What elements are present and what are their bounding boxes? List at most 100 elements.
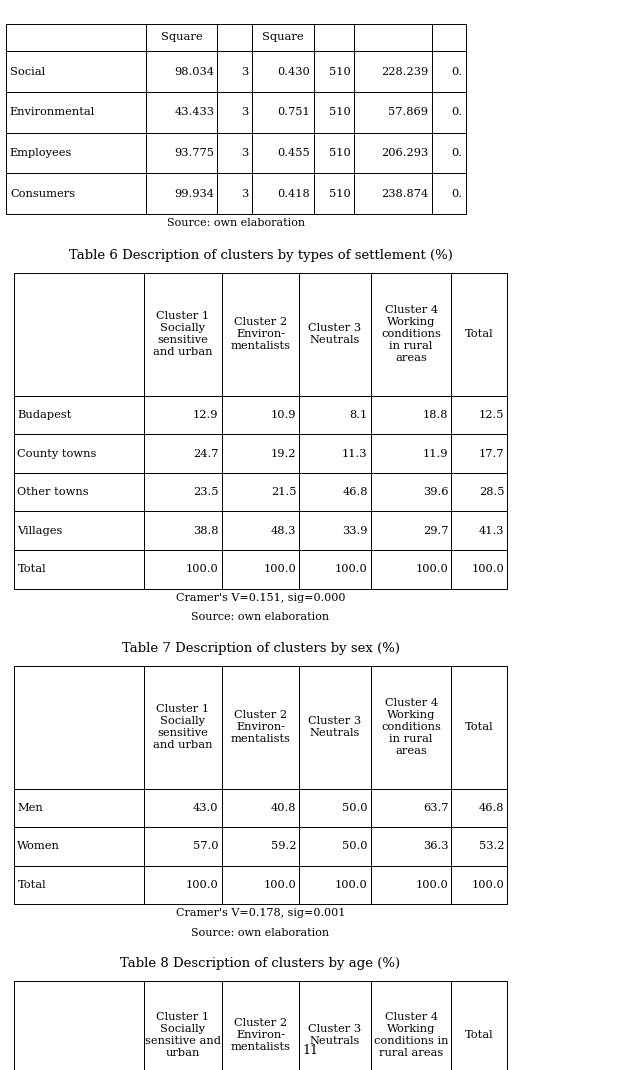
Bar xyxy=(451,666,507,789)
Bar xyxy=(451,511,507,550)
Text: Total: Total xyxy=(465,1029,494,1040)
Bar xyxy=(222,981,299,1070)
Bar xyxy=(6,92,146,133)
Text: Source: own elaboration: Source: own elaboration xyxy=(191,928,330,937)
Bar xyxy=(432,133,466,173)
Text: 46.8: 46.8 xyxy=(479,802,504,813)
Bar xyxy=(14,511,144,550)
Text: 18.8: 18.8 xyxy=(423,410,448,421)
Bar xyxy=(314,51,354,92)
Bar xyxy=(299,434,371,473)
Text: 0.430: 0.430 xyxy=(278,66,310,77)
Text: 19.2: 19.2 xyxy=(271,448,296,459)
Text: Cluster 3
Neutrals: Cluster 3 Neutrals xyxy=(309,716,361,738)
Text: Cluster 2
Environ-
mentalists: Cluster 2 Environ- mentalists xyxy=(230,318,291,351)
Bar xyxy=(314,133,354,173)
Text: Environmental: Environmental xyxy=(10,107,95,118)
Bar xyxy=(252,51,314,92)
Bar xyxy=(217,173,252,214)
Bar xyxy=(371,434,451,473)
Text: 510: 510 xyxy=(329,66,351,77)
Text: 238.874: 238.874 xyxy=(381,188,428,199)
Text: Table 7 Description of clusters by sex (%): Table 7 Description of clusters by sex (… xyxy=(122,642,399,655)
Bar xyxy=(451,396,507,434)
Text: Table 8 Description of clusters by age (%): Table 8 Description of clusters by age (… xyxy=(120,958,401,970)
Text: 63.7: 63.7 xyxy=(423,802,448,813)
Bar xyxy=(371,473,451,511)
Bar xyxy=(222,273,299,396)
Text: Cramer's V=0.151, sig=0.000: Cramer's V=0.151, sig=0.000 xyxy=(176,593,345,602)
Bar xyxy=(6,133,146,173)
Text: 50.0: 50.0 xyxy=(342,841,368,852)
Text: 50.0: 50.0 xyxy=(342,802,368,813)
Bar xyxy=(144,866,222,904)
Text: 0.: 0. xyxy=(451,66,463,77)
Bar xyxy=(371,550,451,588)
Text: 100.0: 100.0 xyxy=(471,564,504,575)
Bar xyxy=(14,550,144,588)
Text: 0.: 0. xyxy=(451,148,463,158)
Text: 12.9: 12.9 xyxy=(193,410,219,421)
Bar xyxy=(14,666,144,789)
Bar xyxy=(354,173,432,214)
Bar xyxy=(252,173,314,214)
Bar xyxy=(299,666,371,789)
Text: 100.0: 100.0 xyxy=(415,564,448,575)
Bar xyxy=(451,273,507,396)
Text: Cluster 4
Working
conditions
in rural
areas: Cluster 4 Working conditions in rural ar… xyxy=(381,698,441,756)
Text: 11.9: 11.9 xyxy=(423,448,448,459)
Bar xyxy=(144,827,222,866)
Text: 8.1: 8.1 xyxy=(350,410,368,421)
Text: 59.2: 59.2 xyxy=(271,841,296,852)
Text: 100.0: 100.0 xyxy=(335,564,368,575)
Bar xyxy=(14,981,144,1070)
Text: 41.3: 41.3 xyxy=(479,525,504,536)
Text: 98.034: 98.034 xyxy=(175,66,214,77)
Text: 12.5: 12.5 xyxy=(479,410,504,421)
Text: 3: 3 xyxy=(241,188,248,199)
Bar xyxy=(217,133,252,173)
Bar xyxy=(217,51,252,92)
Bar xyxy=(451,550,507,588)
Text: 3: 3 xyxy=(241,107,248,118)
Text: 0.455: 0.455 xyxy=(278,148,310,158)
Bar xyxy=(14,273,144,396)
Text: 206.293: 206.293 xyxy=(381,148,428,158)
Bar xyxy=(14,866,144,904)
Text: 28.5: 28.5 xyxy=(479,487,504,498)
Bar xyxy=(314,24,354,51)
Text: 23.5: 23.5 xyxy=(193,487,219,498)
Text: 100.0: 100.0 xyxy=(186,880,219,890)
Bar xyxy=(144,550,222,588)
Bar xyxy=(299,396,371,434)
Text: Women: Women xyxy=(17,841,60,852)
Bar xyxy=(222,434,299,473)
Bar xyxy=(432,92,466,133)
Bar xyxy=(432,24,466,51)
Bar xyxy=(299,827,371,866)
Text: Table 6 Description of clusters by types of settlement (%): Table 6 Description of clusters by types… xyxy=(68,249,453,262)
Bar xyxy=(144,981,222,1070)
Bar xyxy=(299,789,371,827)
Bar xyxy=(354,133,432,173)
Text: Social: Social xyxy=(10,66,45,77)
Bar xyxy=(222,827,299,866)
Bar xyxy=(314,173,354,214)
Bar xyxy=(371,511,451,550)
Bar xyxy=(314,92,354,133)
Text: 3: 3 xyxy=(241,66,248,77)
Text: 43.0: 43.0 xyxy=(193,802,219,813)
Bar xyxy=(146,173,217,214)
Text: Consumers: Consumers xyxy=(10,188,75,199)
Bar xyxy=(222,789,299,827)
Text: 0.: 0. xyxy=(451,188,463,199)
Bar xyxy=(451,981,507,1070)
Bar xyxy=(299,866,371,904)
Bar xyxy=(371,666,451,789)
Text: Cluster 2
Environ-
mentalists: Cluster 2 Environ- mentalists xyxy=(230,710,291,744)
Bar xyxy=(217,92,252,133)
Text: 40.8: 40.8 xyxy=(271,802,296,813)
Bar xyxy=(354,51,432,92)
Text: 100.0: 100.0 xyxy=(335,880,368,890)
Bar xyxy=(14,434,144,473)
